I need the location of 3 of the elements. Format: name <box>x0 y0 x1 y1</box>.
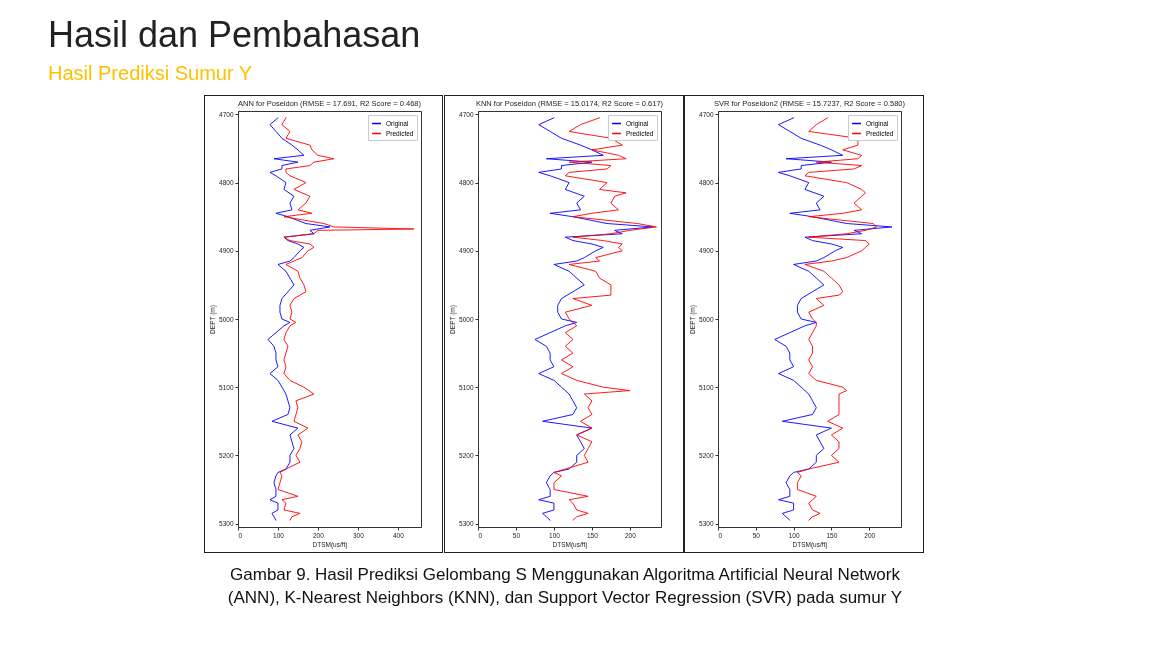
text: Hasil Prediksi Sumur Y <box>48 62 253 85</box>
text: Gambar 9. Hasil Prediksi Gelombang S Menggunakan Algoritma Artificial Neural Network (ANN), K-Nearest Neighbors (KNN), dan Support Vector Regression (SVR) pada sumur Y <box>226 564 904 609</box>
text: Hasil dan Pembahasan <box>48 14 421 56</box>
